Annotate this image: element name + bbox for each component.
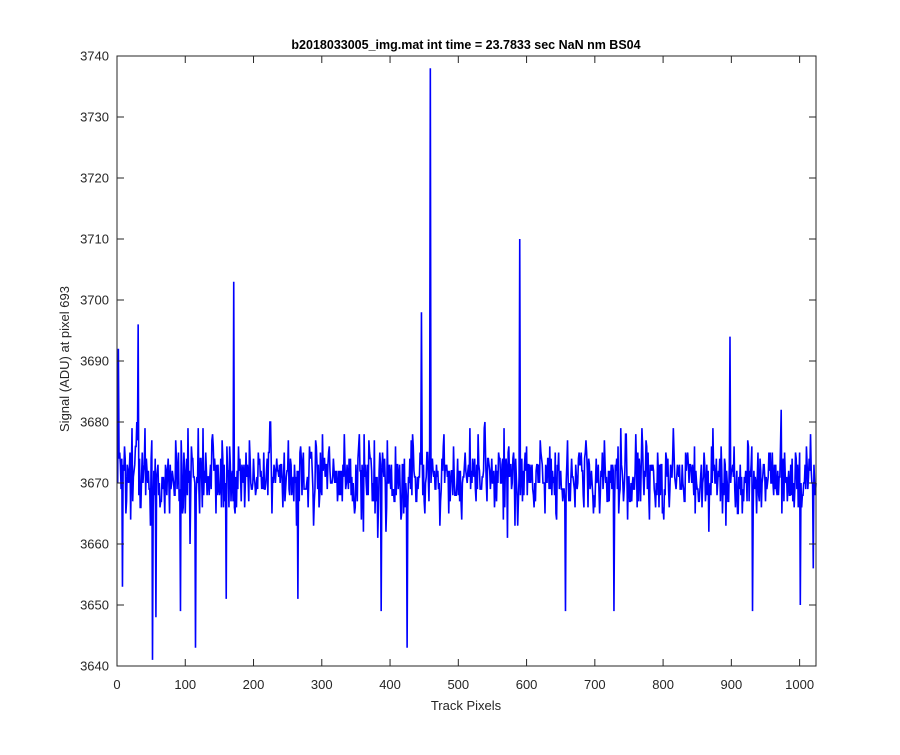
y-tick-label: 3740 [80,49,109,64]
y-tick-label: 3640 [80,659,109,674]
series-line [116,68,817,660]
x-tick-label: 200 [243,677,265,692]
x-tick-label: 400 [379,677,401,692]
y-tick-label: 3710 [80,232,109,247]
y-tick-label: 3720 [80,171,109,186]
y-tick-label: 3730 [80,110,109,125]
x-tick-label: 900 [721,677,743,692]
y-tick-label: 3660 [80,537,109,552]
chart-title: b2018033005_img.mat int time = 23.7833 s… [291,38,640,52]
y-tick-label: 3690 [80,354,109,369]
x-tick-label: 300 [311,677,333,692]
axes-background [117,56,816,666]
x-tick-label: 600 [516,677,538,692]
x-tick-label: 700 [584,677,606,692]
y-tick-label: 3680 [80,415,109,430]
y-axis-ticks: 3640 3650 3660 3670 3680 3690 3700 3710 3720 3730… [80,49,816,674]
x-axis-ticks: 0 100 200 300 400 500 600 700 800 900 1000 [113,56,814,692]
x-tick-label: 0 [113,677,120,692]
x-tick-label: 100 [174,677,196,692]
y-tick-label: 3700 [80,293,109,308]
x-tick-label: 800 [652,677,674,692]
x-tick-label: 500 [447,677,469,692]
y-tick-label: 3650 [80,598,109,613]
x-axis-label: Track Pixels [431,698,502,713]
y-tick-label: 3670 [80,476,109,491]
x-tick-label: 1000 [785,677,814,692]
series-layer [116,68,817,660]
y-axis-label: Signal (ADU) at pixel 693 [57,286,72,432]
